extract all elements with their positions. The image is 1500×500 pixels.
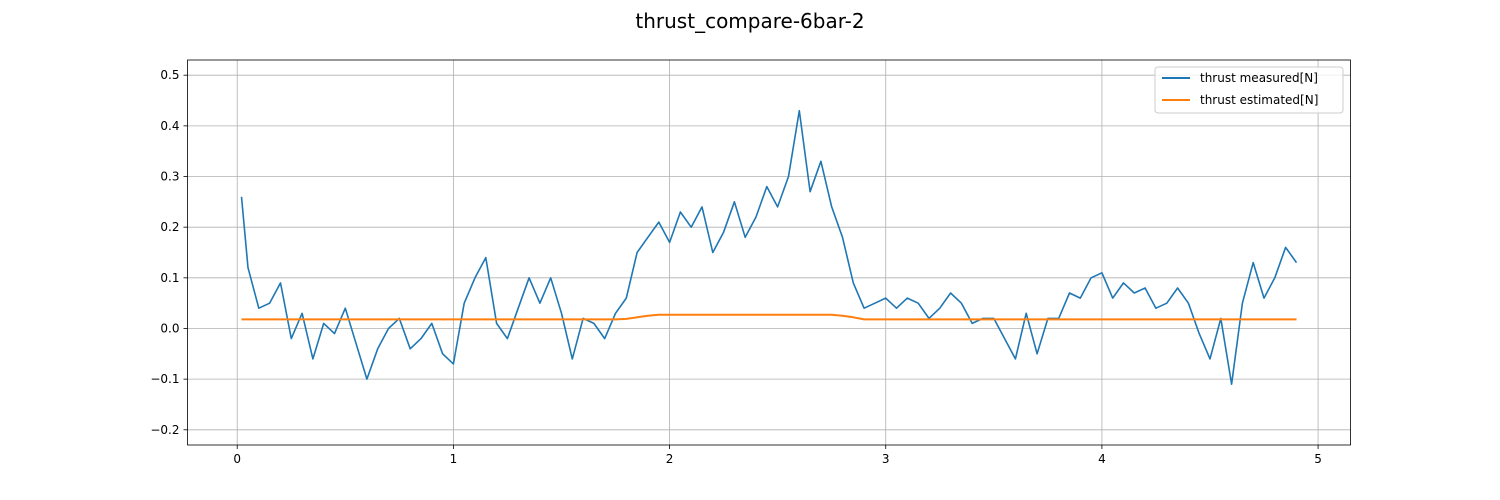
x-tick-label: 1 bbox=[450, 452, 458, 466]
y-tick-label: 0.1 bbox=[160, 271, 179, 285]
x-tick-label: 3 bbox=[882, 452, 890, 466]
y-tick-label: 0.5 bbox=[160, 68, 179, 82]
x-tick-label: 2 bbox=[666, 452, 674, 466]
x-tick-label: 4 bbox=[1098, 452, 1106, 466]
legend-label-estimated: thrust estimated[N] bbox=[1200, 93, 1318, 107]
legend-box bbox=[1154, 66, 1344, 114]
y-tick-label: −0.2 bbox=[150, 423, 179, 437]
y-tick-label: 0.0 bbox=[160, 321, 179, 335]
y-tick-label: 0.4 bbox=[160, 119, 179, 133]
grid-lines bbox=[187, 60, 1351, 445]
plot-frame bbox=[187, 59, 1351, 446]
y-tick-label: 0.3 bbox=[160, 170, 179, 184]
x-tick-label: 0 bbox=[233, 452, 241, 466]
y-tick-label: 0.2 bbox=[160, 220, 179, 234]
series-layer bbox=[240, 109, 1298, 386]
legend-label-measured: thrust measured[N] bbox=[1200, 71, 1318, 85]
chart-title: thrust_compare-6bar-2 bbox=[635, 9, 864, 33]
series-estimated-line bbox=[241, 313, 1297, 321]
axes: 0 1 2 3 4 5 −0.2 −0.1 0.0 0.1 0.2 0.3 0.4 0.5 bbox=[150, 68, 1322, 466]
series-measured-line bbox=[240, 109, 1298, 386]
y-tick-label: −0.1 bbox=[150, 372, 179, 386]
legend: thrust measured[N] thrust estimated[N] bbox=[1154, 66, 1344, 114]
x-tick-label: 5 bbox=[1314, 452, 1322, 466]
